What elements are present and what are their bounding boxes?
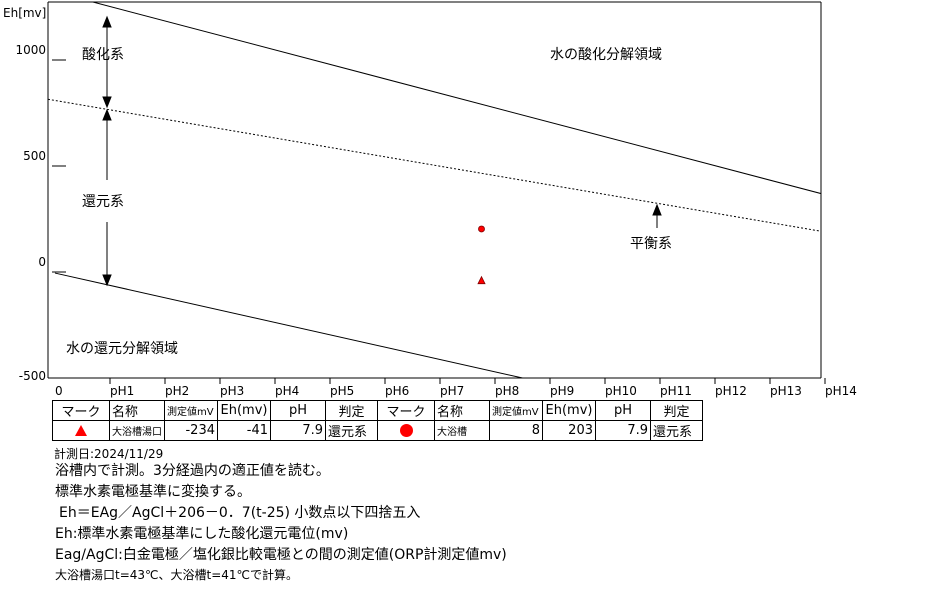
triangle-point — [477, 275, 486, 285]
name-cell-1: 大浴槽湯口 — [109, 420, 165, 441]
label-water-oxidation: 水の酸化分解領域 — [550, 46, 662, 63]
header-ph-1: pH — [270, 400, 326, 421]
x-tick-label: pH14 — [825, 384, 857, 398]
header-ph-2: pH — [595, 400, 651, 421]
measured-cell-2: 8 — [489, 420, 543, 441]
header-eh-1: Eh(mv) — [217, 400, 271, 421]
note-line-2: 標準水素電極基準に変換する。 — [55, 484, 251, 500]
label-water-reduction: 水の還元分解領域 — [66, 340, 178, 357]
reduction-range-arrow-lower — [102, 222, 112, 287]
note-line-5: Eag/AgCl:白金電極／塩化銀比較電極との間の測定値(ORP計測定値mv) — [55, 547, 507, 563]
name-cell-2: 大浴槽 — [434, 420, 490, 441]
x-tick-label: pH13 — [770, 384, 802, 398]
y-ticks: 1000 500 0 -500 — [15, 43, 66, 383]
header-measured-2: 測定値mV — [489, 400, 543, 421]
mark-cell-2 — [377, 420, 435, 441]
note-line-3: Eh＝EAg／AgCl＋206－0．7(t-25) 小数点以下四捨五入 — [59, 505, 421, 521]
note-line-4: Eh:標準水素電極基準にした酸化還元電位(mv) — [55, 526, 349, 542]
label-oxidation: 酸化系 — [82, 47, 124, 63]
y-tick-label: 1000 — [15, 43, 46, 57]
oxidation-range-arrow — [102, 15, 112, 109]
header-mark-1: マーク — [52, 400, 110, 421]
circle-marker-icon — [399, 424, 413, 437]
x-tick-label: pH4 — [275, 384, 299, 398]
measured-cell-1: -234 — [164, 420, 218, 441]
notes: 計測日:2024/11/29 浴槽内で計測。3分経過内の適正値を読む。 標準水素… — [54, 445, 507, 584]
triangle-marker-icon — [75, 425, 87, 436]
eh-cell-1: -41 — [217, 420, 271, 441]
equilibrium-line — [48, 98, 821, 232]
x-tick-label: pH10 — [605, 384, 637, 398]
header-measured-1: 測定値mV — [164, 400, 218, 421]
table-row: 大浴槽湯口 -234 -41 7.9 還元系 大浴槽 8 203 7.9 還元系 — [52, 420, 703, 441]
reduction-range-arrow-upper — [102, 108, 112, 180]
x-tick-label: pH8 — [495, 384, 519, 398]
x-tick-label: pH12 — [715, 384, 747, 398]
data-points — [477, 225, 486, 285]
judge-cell-2: 還元系 — [650, 420, 703, 441]
y-axis-label: Eh[mv] — [3, 6, 46, 20]
x-ticks: 0 pH1 pH2 pH3 pH4 pH5 pH6 pH7 pH8 pH9 pH10 pH11 pH12… — [55, 378, 857, 398]
x-tick-label: pH5 — [330, 384, 354, 398]
header-name-1: 名称 — [109, 400, 165, 421]
x-tick-label: pH2 — [165, 384, 189, 398]
mark-cell-1 — [52, 420, 110, 441]
eh-ph-chart: Eh[mv] 1000 500 0 -500 0 pH1 pH2 pH3 pH4 pH5 pH6 p… — [3, 1, 857, 398]
note-line-6: 大浴槽湯口t=43℃、大浴槽t=41℃で計算。 — [55, 568, 299, 582]
header-mark-2: マーク — [377, 400, 435, 421]
header-name-2: 名称 — [434, 400, 490, 421]
x-tick-label: pH6 — [385, 384, 409, 398]
results-table: マーク 名称 測定値mV Eh(mv) pH 判定 マーク 名称 測定値mV E… — [52, 400, 703, 441]
ph-cell-2: 7.9 — [595, 420, 651, 441]
equilibrium-arrow — [652, 203, 662, 228]
circle-point — [478, 225, 485, 233]
boundary-line — [90, 2, 821, 195]
eh-cell-2: 203 — [542, 420, 596, 441]
label-equilibrium: 平衡系 — [630, 236, 672, 252]
header-eh-2: Eh(mv) — [542, 400, 596, 421]
ph-cell-1: 7.9 — [270, 420, 326, 441]
judge-cell-1: 還元系 — [325, 420, 378, 441]
x-tick-label: 0 — [55, 384, 63, 398]
header-judge-1: 判定 — [325, 400, 378, 421]
x-tick-label: pH7 — [440, 384, 464, 398]
x-tick-label: pH11 — [660, 384, 692, 398]
label-reduction: 還元系 — [82, 194, 124, 210]
header-judge-2: 判定 — [650, 400, 703, 421]
boundary-line — [54, 272, 523, 378]
table-header-row: マーク 名称 測定値mV Eh(mv) pH 判定 マーク 名称 測定値mV E… — [52, 400, 703, 421]
x-tick-label: pH3 — [220, 384, 244, 398]
y-tick-label: 500 — [23, 149, 46, 163]
note-line-1: 浴槽内で計測。3分経過内の適正値を読む。 — [55, 463, 330, 479]
y-tick-label: 0 — [38, 255, 46, 269]
y-tick-label: -500 — [19, 369, 46, 383]
boundary-lines — [48, 2, 821, 378]
x-tick-label: pH1 — [110, 384, 134, 398]
x-tick-label: pH9 — [550, 384, 574, 398]
measurement-date: 計測日:2024/11/29 — [54, 447, 164, 461]
